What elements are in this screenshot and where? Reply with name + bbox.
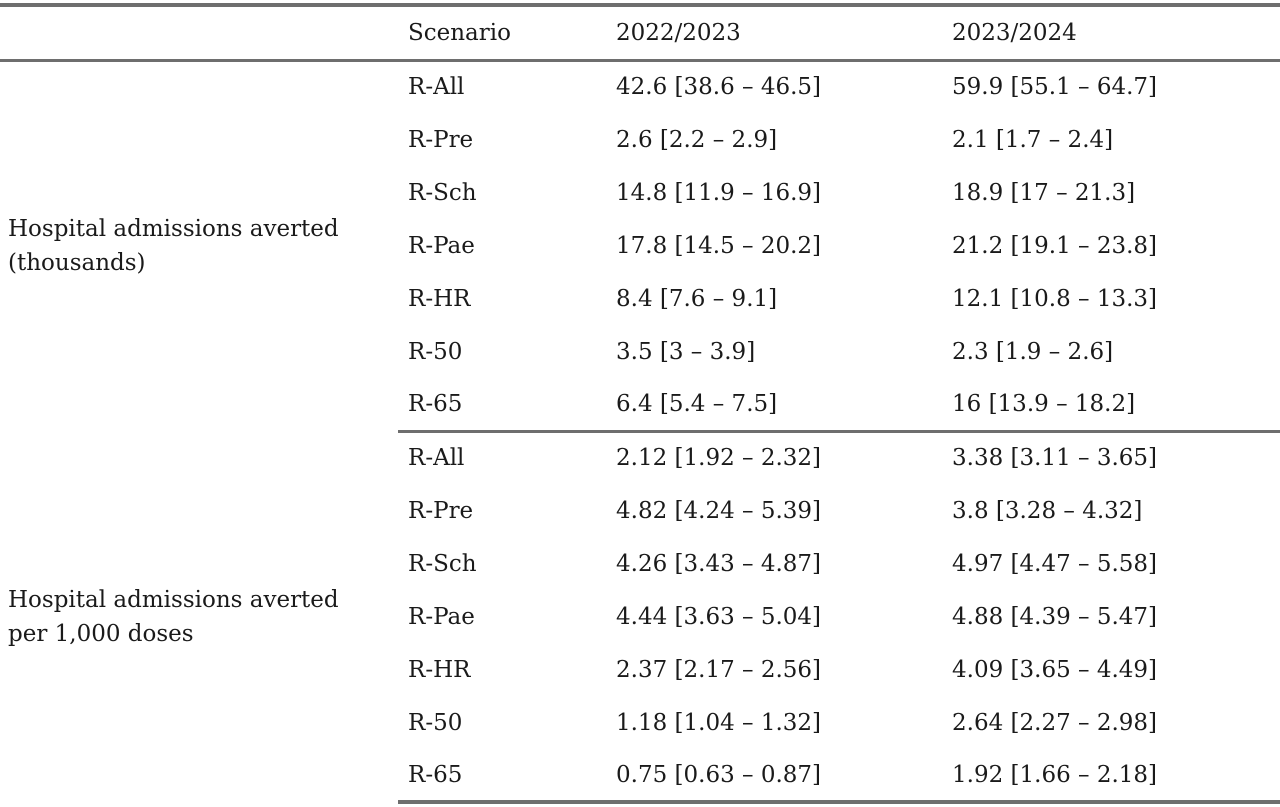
table-row: R-HR 8.4 [7.6 – 9.1] 12.1 [10.8 – 13.3] <box>0 272 1280 325</box>
value-cell: 4.44 [3.63 – 5.04] <box>616 603 822 630</box>
table-row: R-HR 2.37 [2.17 – 2.56] 4.09 [3.65 – 4.4… <box>0 643 1280 696</box>
value-cell: 2.37 [2.17 – 2.56] <box>616 656 822 683</box>
scenario-cell: R-Pre <box>408 497 474 524</box>
metric-label-per-1000-doses: Hospital admissions averted per 1,000 do… <box>0 431 398 802</box>
table-row: R-Sch 4.26 [3.43 – 4.87] 4.97 [4.47 – 5.… <box>0 537 1280 590</box>
scenario-cell: R-65 <box>398 749 606 804</box>
value-cell: 2.1 [1.7 – 2.4] <box>952 126 1114 153</box>
value-cell: 3.8 [3.28 – 4.32] <box>952 497 1143 524</box>
results-table: Scenario 2022/2023 2023/2024 Hospital ad… <box>0 3 1280 804</box>
value-cell: 4.82 [4.24 – 5.39] <box>616 497 822 524</box>
value-cell: 4.09 [3.65 – 4.49] <box>952 656 1158 683</box>
scenario-cell: R-Pre <box>408 126 474 153</box>
scenario-cell: R-Sch <box>408 550 477 577</box>
table-row: R-Pae 4.44 [3.63 – 5.04] 4.88 [4.39 – 5.… <box>0 590 1280 643</box>
table-row: Hospital admissions averted per 1,000 do… <box>0 431 1280 646</box>
table-header: Scenario 2022/2023 2023/2024 <box>0 3 1280 62</box>
table-row: R-65 0.75 [0.63 – 0.87] 1.92 [1.66 – 2.1… <box>0 749 1280 804</box>
table-row: R-Pre 4.82 [4.24 – 5.39] 3.8 [3.28 – 4.3… <box>0 484 1280 537</box>
value-cell: 59.9 [55.1 – 64.7] <box>952 74 1158 101</box>
value-cell: 14.8 [11.9 – 16.9] <box>616 179 822 206</box>
value-cell: 2.12 [1.92 – 2.32] <box>616 445 822 472</box>
value-cell: 4.97 [4.47 – 5.58] <box>952 550 1158 577</box>
scenario-cell: R-All <box>408 445 465 472</box>
value-cell: 2.3 [1.9 – 2.6] <box>952 338 1114 365</box>
scenario-cell: R-HR <box>408 656 471 683</box>
value-cell: 3.5 [3 – 3.9] <box>616 338 756 365</box>
value-cell: 1.18 [1.04 – 1.32] <box>616 709 822 736</box>
scenario-cell: R-HR <box>408 285 471 312</box>
table-row: R-Sch 14.8 [11.9 – 16.9] 18.9 [17 – 21.3… <box>0 166 1280 219</box>
table-row: R-50 3.5 [3 – 3.9] 2.3 [1.9 – 2.6] <box>0 325 1280 378</box>
group-admissions-per-1000-doses: Hospital admissions averted per 1,000 do… <box>0 431 1280 804</box>
header-metric <box>0 3 398 62</box>
metric-label-line: (thousands) <box>8 250 146 277</box>
value-cell: 4.88 [4.39 – 5.47] <box>952 603 1158 630</box>
header-season-2023-2024: 2023/2024 <box>942 3 1280 62</box>
scenario-cell: R-50 <box>408 709 463 736</box>
value-cell: 1.92 [1.66 – 2.18] <box>942 749 1280 804</box>
scenario-cell: R-65 <box>398 378 606 433</box>
scenario-cell: R-Pae <box>408 603 475 630</box>
table-row: R-Pae 17.8 [14.5 – 20.2] 21.2 [19.1 – 23… <box>0 219 1280 272</box>
scenario-cell: R-All <box>408 74 465 101</box>
value-cell: 18.9 [17 – 21.3] <box>952 179 1136 206</box>
scenario-cell: R-50 <box>408 338 463 365</box>
header-scenario: Scenario <box>398 3 606 62</box>
scenario-cell: R-Sch <box>408 179 477 206</box>
table-row: R-65 6.4 [5.4 – 7.5] 16 [13.9 – 18.2] <box>0 378 1280 433</box>
scenario-cell: R-Pae <box>408 232 475 259</box>
value-cell: 16 [13.9 – 18.2] <box>942 378 1280 433</box>
metric-label-line: per 1,000 doses <box>8 620 194 647</box>
header-row: Scenario 2022/2023 2023/2024 <box>0 3 1280 62</box>
table-row: R-50 1.18 [1.04 – 1.32] 2.64 [2.27 – 2.9… <box>0 696 1280 749</box>
value-cell: 2.64 [2.27 – 2.98] <box>952 709 1158 736</box>
value-cell: 4.26 [3.43 – 4.87] <box>616 550 822 577</box>
table-row: R-Pre 2.6 [2.2 – 2.9] 2.1 [1.7 – 2.4] <box>0 113 1280 166</box>
value-cell: 3.38 [3.11 – 3.65] <box>952 445 1158 472</box>
header-season-2022-2023: 2022/2023 <box>606 3 942 62</box>
table-row: Hospital admissions averted (thousands) … <box>0 60 1280 276</box>
value-cell: 6.4 [5.4 – 7.5] <box>606 378 942 433</box>
value-cell: 12.1 [10.8 – 13.3] <box>952 285 1158 312</box>
value-cell: 21.2 [19.1 – 23.8] <box>952 232 1158 259</box>
metric-label-line: Hospital admissions averted <box>8 216 339 243</box>
metric-label-thousands: Hospital admissions averted (thousands) <box>0 60 398 431</box>
value-cell: 17.8 [14.5 – 20.2] <box>616 232 822 259</box>
value-cell: 8.4 [7.6 – 9.1] <box>616 285 778 312</box>
metric-label-line: Hospital admissions averted <box>8 586 339 613</box>
value-cell: 2.6 [2.2 – 2.9] <box>616 126 778 153</box>
group-admissions-thousands: Hospital admissions averted (thousands) … <box>0 60 1280 433</box>
value-cell: 0.75 [0.63 – 0.87] <box>606 749 942 804</box>
value-cell: 42.6 [38.6 – 46.5] <box>616 74 822 101</box>
